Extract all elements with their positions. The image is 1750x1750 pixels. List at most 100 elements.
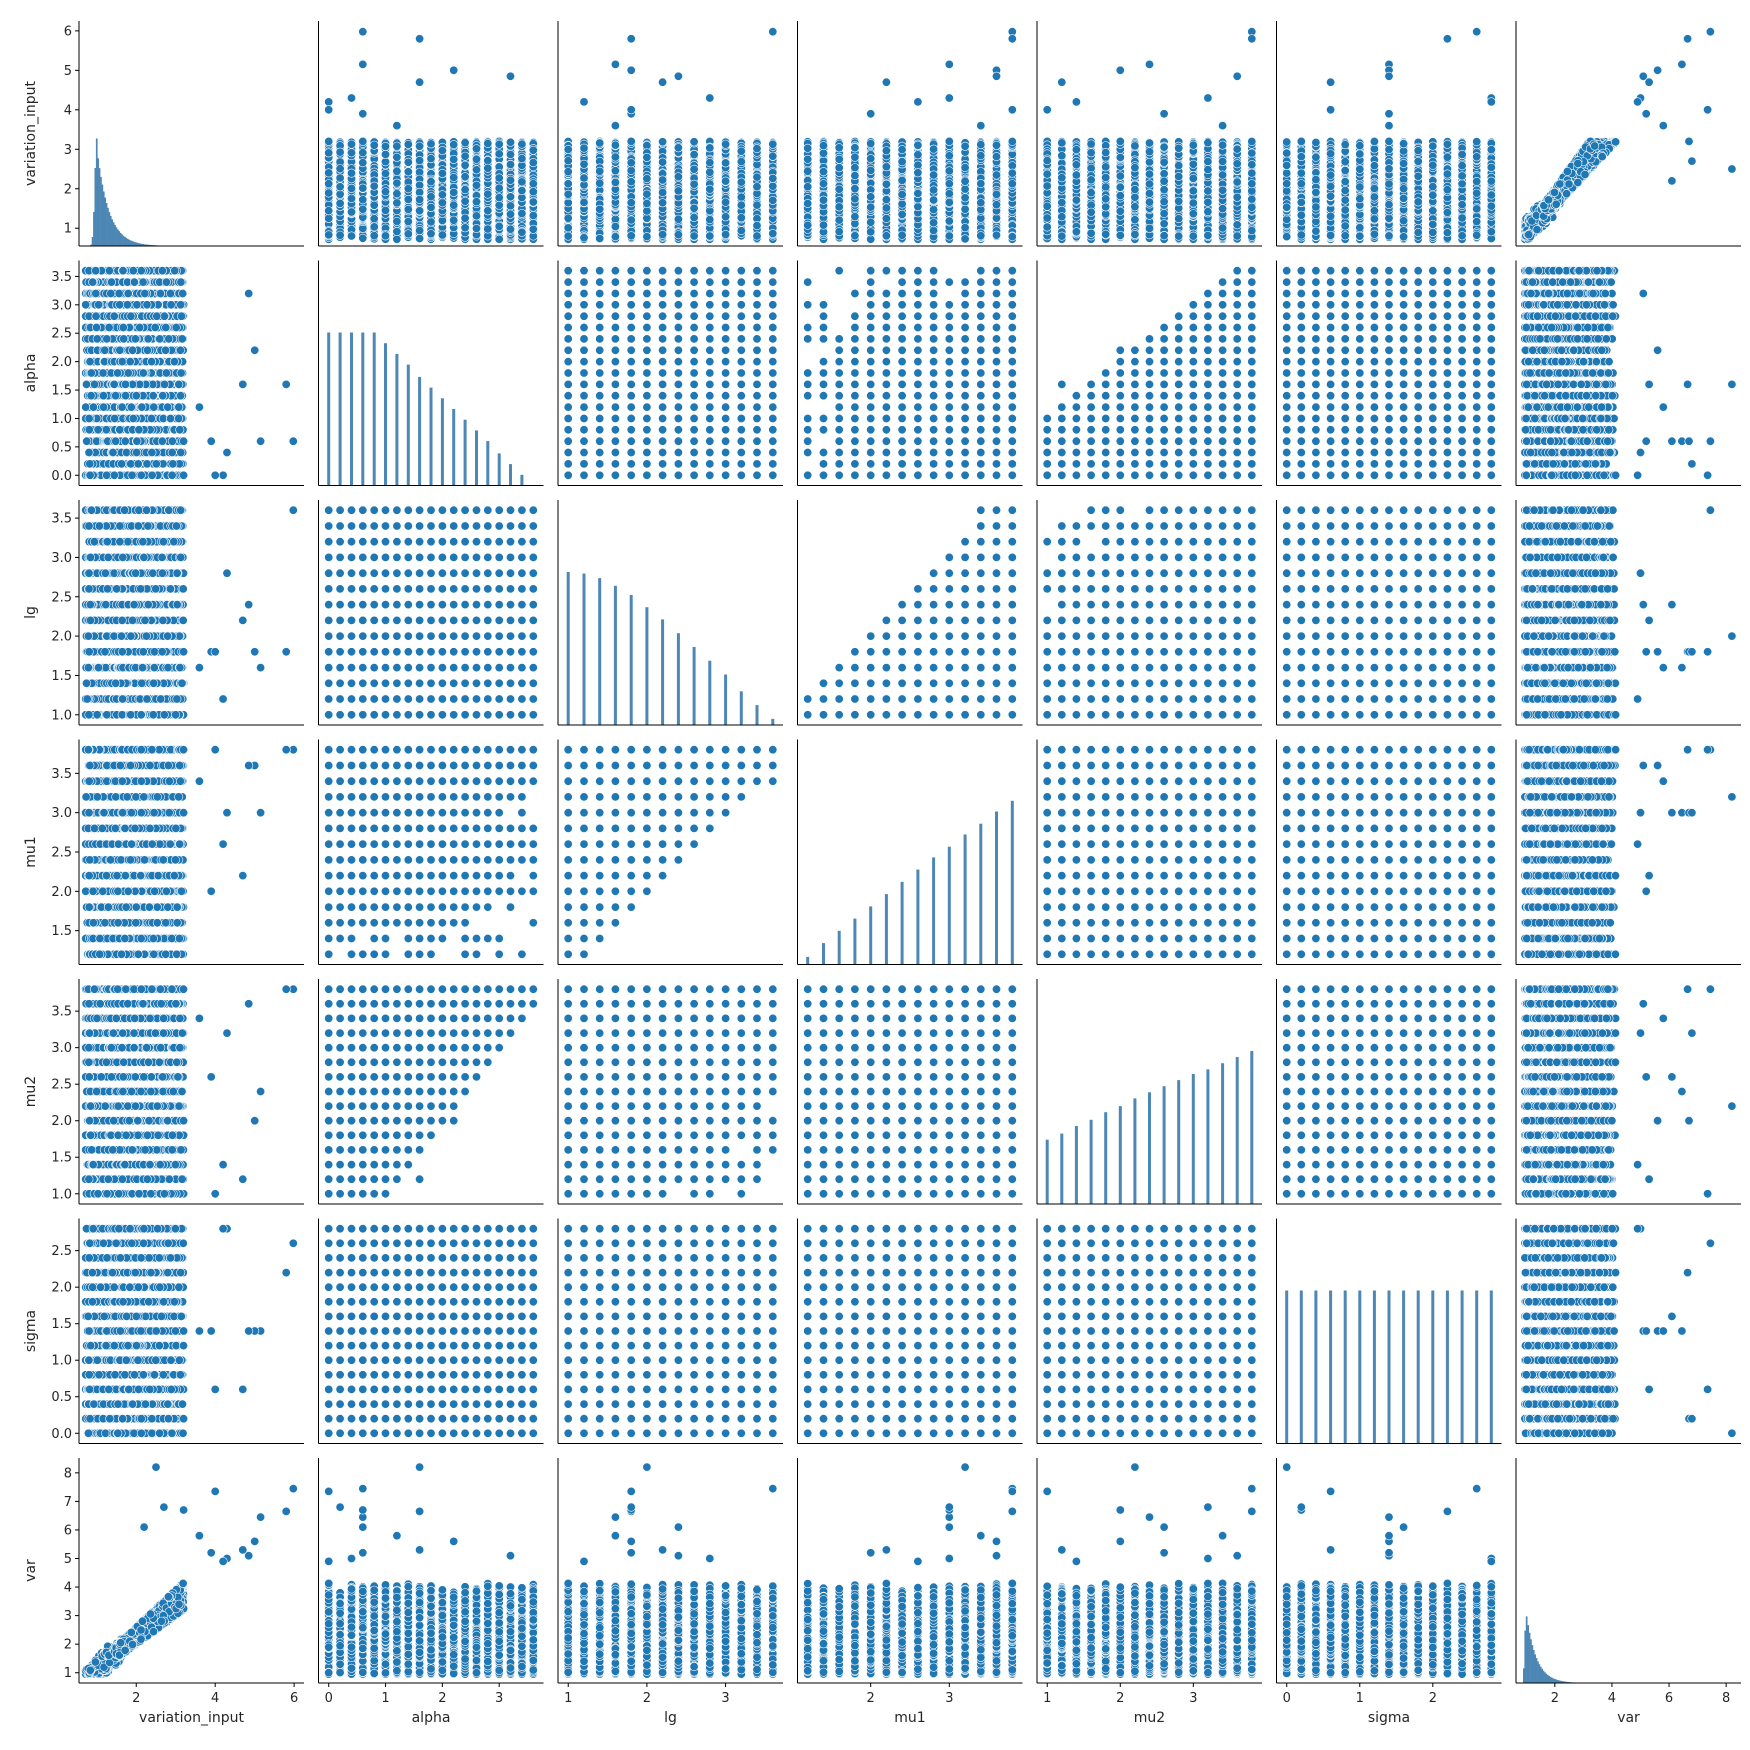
scatter-point	[325, 180, 333, 188]
scatter-point	[596, 234, 604, 242]
scatter-point	[393, 153, 401, 161]
scatter-point	[484, 190, 492, 198]
scatter-point	[359, 159, 367, 167]
scatter-point	[461, 161, 469, 169]
scatter-point	[359, 184, 367, 192]
scatter-point	[393, 235, 401, 243]
scatter-point	[325, 149, 333, 157]
scatter-point	[325, 214, 333, 222]
scatter-point	[529, 211, 537, 219]
scatter-point	[359, 110, 367, 118]
scatter-point	[518, 209, 526, 217]
scatter-point	[427, 178, 435, 186]
scatter-point	[529, 188, 537, 196]
scatter-point	[415, 142, 423, 150]
scatter-point	[404, 195, 412, 203]
scatter-point	[484, 156, 492, 164]
scatter-point	[438, 231, 446, 239]
y-axis-label-variation_input: variation_input	[23, 81, 39, 186]
scatter-point	[721, 230, 729, 238]
scatter-point	[461, 152, 469, 160]
scatter-point	[359, 205, 367, 213]
scatter-point	[495, 222, 503, 230]
scatter-point	[381, 188, 389, 196]
scatter-point	[347, 208, 355, 216]
scatter-point	[359, 28, 367, 36]
scatter-point	[347, 194, 355, 202]
scatter-point	[381, 232, 389, 240]
scatter-point	[506, 160, 514, 168]
scatter-point	[518, 178, 526, 186]
scatter-point	[529, 198, 537, 206]
scatter-point	[404, 217, 412, 225]
scatter-point	[415, 234, 423, 242]
scatter-point	[484, 225, 492, 233]
scatter-point	[347, 169, 355, 177]
scatter-point	[336, 183, 344, 191]
scatter-point	[529, 225, 537, 233]
scatter-point	[336, 148, 344, 156]
scatter-point	[495, 184, 503, 192]
scatter-point	[461, 139, 469, 147]
scatter-point	[438, 169, 446, 177]
scatter-point	[495, 140, 503, 148]
y-tick-label: 5	[64, 64, 72, 79]
scatter-point	[415, 195, 423, 203]
scatter-point	[370, 215, 378, 223]
scatter-point	[325, 137, 333, 145]
scatter-point	[627, 216, 635, 224]
scatter-point	[359, 234, 367, 242]
scatter-point	[611, 232, 619, 240]
scatter-point	[529, 180, 537, 188]
scatter-point	[472, 155, 480, 163]
scatter-point	[359, 137, 367, 145]
scatter-point	[472, 198, 480, 206]
scatter-point	[393, 179, 401, 187]
scatter-point	[506, 72, 514, 80]
y-tick-label: 1	[64, 222, 72, 237]
scatter-point	[393, 167, 401, 175]
scatter-point	[450, 188, 458, 196]
histogram-bar	[134, 242, 136, 246]
scatter-point	[404, 185, 412, 193]
scatter-point	[381, 150, 389, 158]
scatter-point	[347, 94, 355, 102]
scatter-point	[472, 212, 480, 220]
scatter-point	[359, 149, 367, 157]
scatter-point	[393, 190, 401, 198]
pairplot-panels: 123456variation_input0.00.51.01.52.02.53…	[23, 21, 1741, 1726]
scatter-point	[381, 142, 389, 150]
scatter-point	[359, 196, 367, 204]
scatter-point	[506, 225, 514, 233]
scatter-point	[415, 207, 423, 215]
scatter-point	[518, 228, 526, 236]
scatter-point	[404, 158, 412, 166]
scatter-point	[495, 193, 503, 201]
scatter-point	[325, 98, 333, 106]
scatter-point	[370, 141, 378, 149]
scatter-point	[484, 207, 492, 215]
scatter-point	[450, 201, 458, 209]
y-tick-label: 2	[64, 182, 72, 197]
scatter-point	[370, 232, 378, 240]
scatter-point	[325, 106, 333, 114]
scatter-point	[404, 168, 412, 176]
scatter-point	[495, 235, 503, 243]
panel-variation_input-vs-lg	[558, 21, 783, 246]
scatter-point	[450, 66, 458, 74]
scatter-point	[359, 60, 367, 68]
scatter-point	[472, 166, 480, 174]
scatter-point	[427, 218, 435, 226]
scatter-point	[404, 205, 412, 213]
scatter-point	[643, 232, 651, 240]
scatter-point	[518, 154, 526, 162]
scatter-point	[450, 140, 458, 148]
scatter-point	[564, 214, 572, 222]
scatter-point	[393, 217, 401, 225]
scatter-point	[336, 174, 344, 182]
scatter-point	[347, 232, 355, 240]
scatter-point	[495, 150, 503, 158]
scatter-point	[438, 199, 446, 207]
